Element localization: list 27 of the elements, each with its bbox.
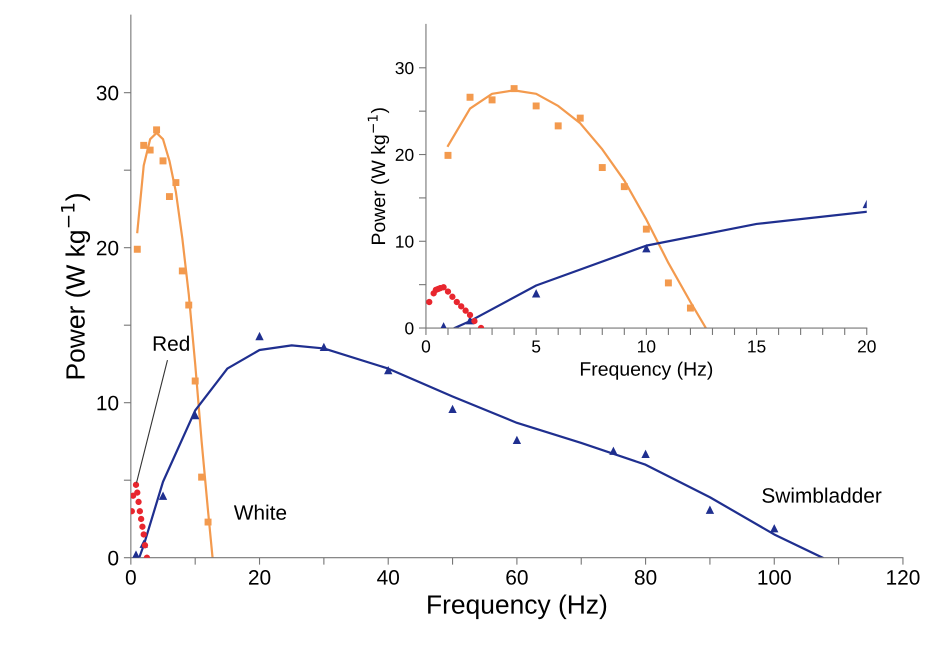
y-tick-label: 20 xyxy=(96,240,118,256)
x-tick-label: 10 xyxy=(638,340,656,353)
x-tick-label: 40 xyxy=(377,570,399,585)
annotation: Swimbladder xyxy=(762,488,882,503)
y-axis-title: Power (W kg$^{−1}$) xyxy=(61,194,90,378)
x-tick-label: 20 xyxy=(858,340,876,353)
y-tick-label: 0 xyxy=(405,322,414,334)
x-tick-label: 20 xyxy=(248,570,270,585)
y-tick-label: 10 xyxy=(396,235,414,248)
x-tick-label: 0 xyxy=(422,340,430,353)
annotation: White xyxy=(234,504,286,520)
x-tick-label: 0 xyxy=(126,570,136,585)
x-tick-label: 60 xyxy=(506,570,528,585)
y-tick-label: 20 xyxy=(396,148,414,161)
y-tick-label: 10 xyxy=(97,396,118,410)
x-tick-label: 100 xyxy=(758,570,791,585)
y-axis-title: Power (W kg$^{−1}$) xyxy=(368,108,390,244)
annotation: Red xyxy=(154,336,189,351)
y-tick-label: 30 xyxy=(396,62,414,74)
x-tick-label: 120 xyxy=(887,570,920,585)
x-axis-title: Frequency (Hz) xyxy=(580,362,712,380)
y-tick-label: 30 xyxy=(96,86,118,100)
x-tick-label: 15 xyxy=(748,340,766,353)
x-tick-label: 5 xyxy=(532,340,540,353)
y-tick-label: 0 xyxy=(108,550,118,566)
x-axis-title: Frequency (Hz) xyxy=(428,594,606,620)
x-tick-label: 80 xyxy=(634,570,656,585)
